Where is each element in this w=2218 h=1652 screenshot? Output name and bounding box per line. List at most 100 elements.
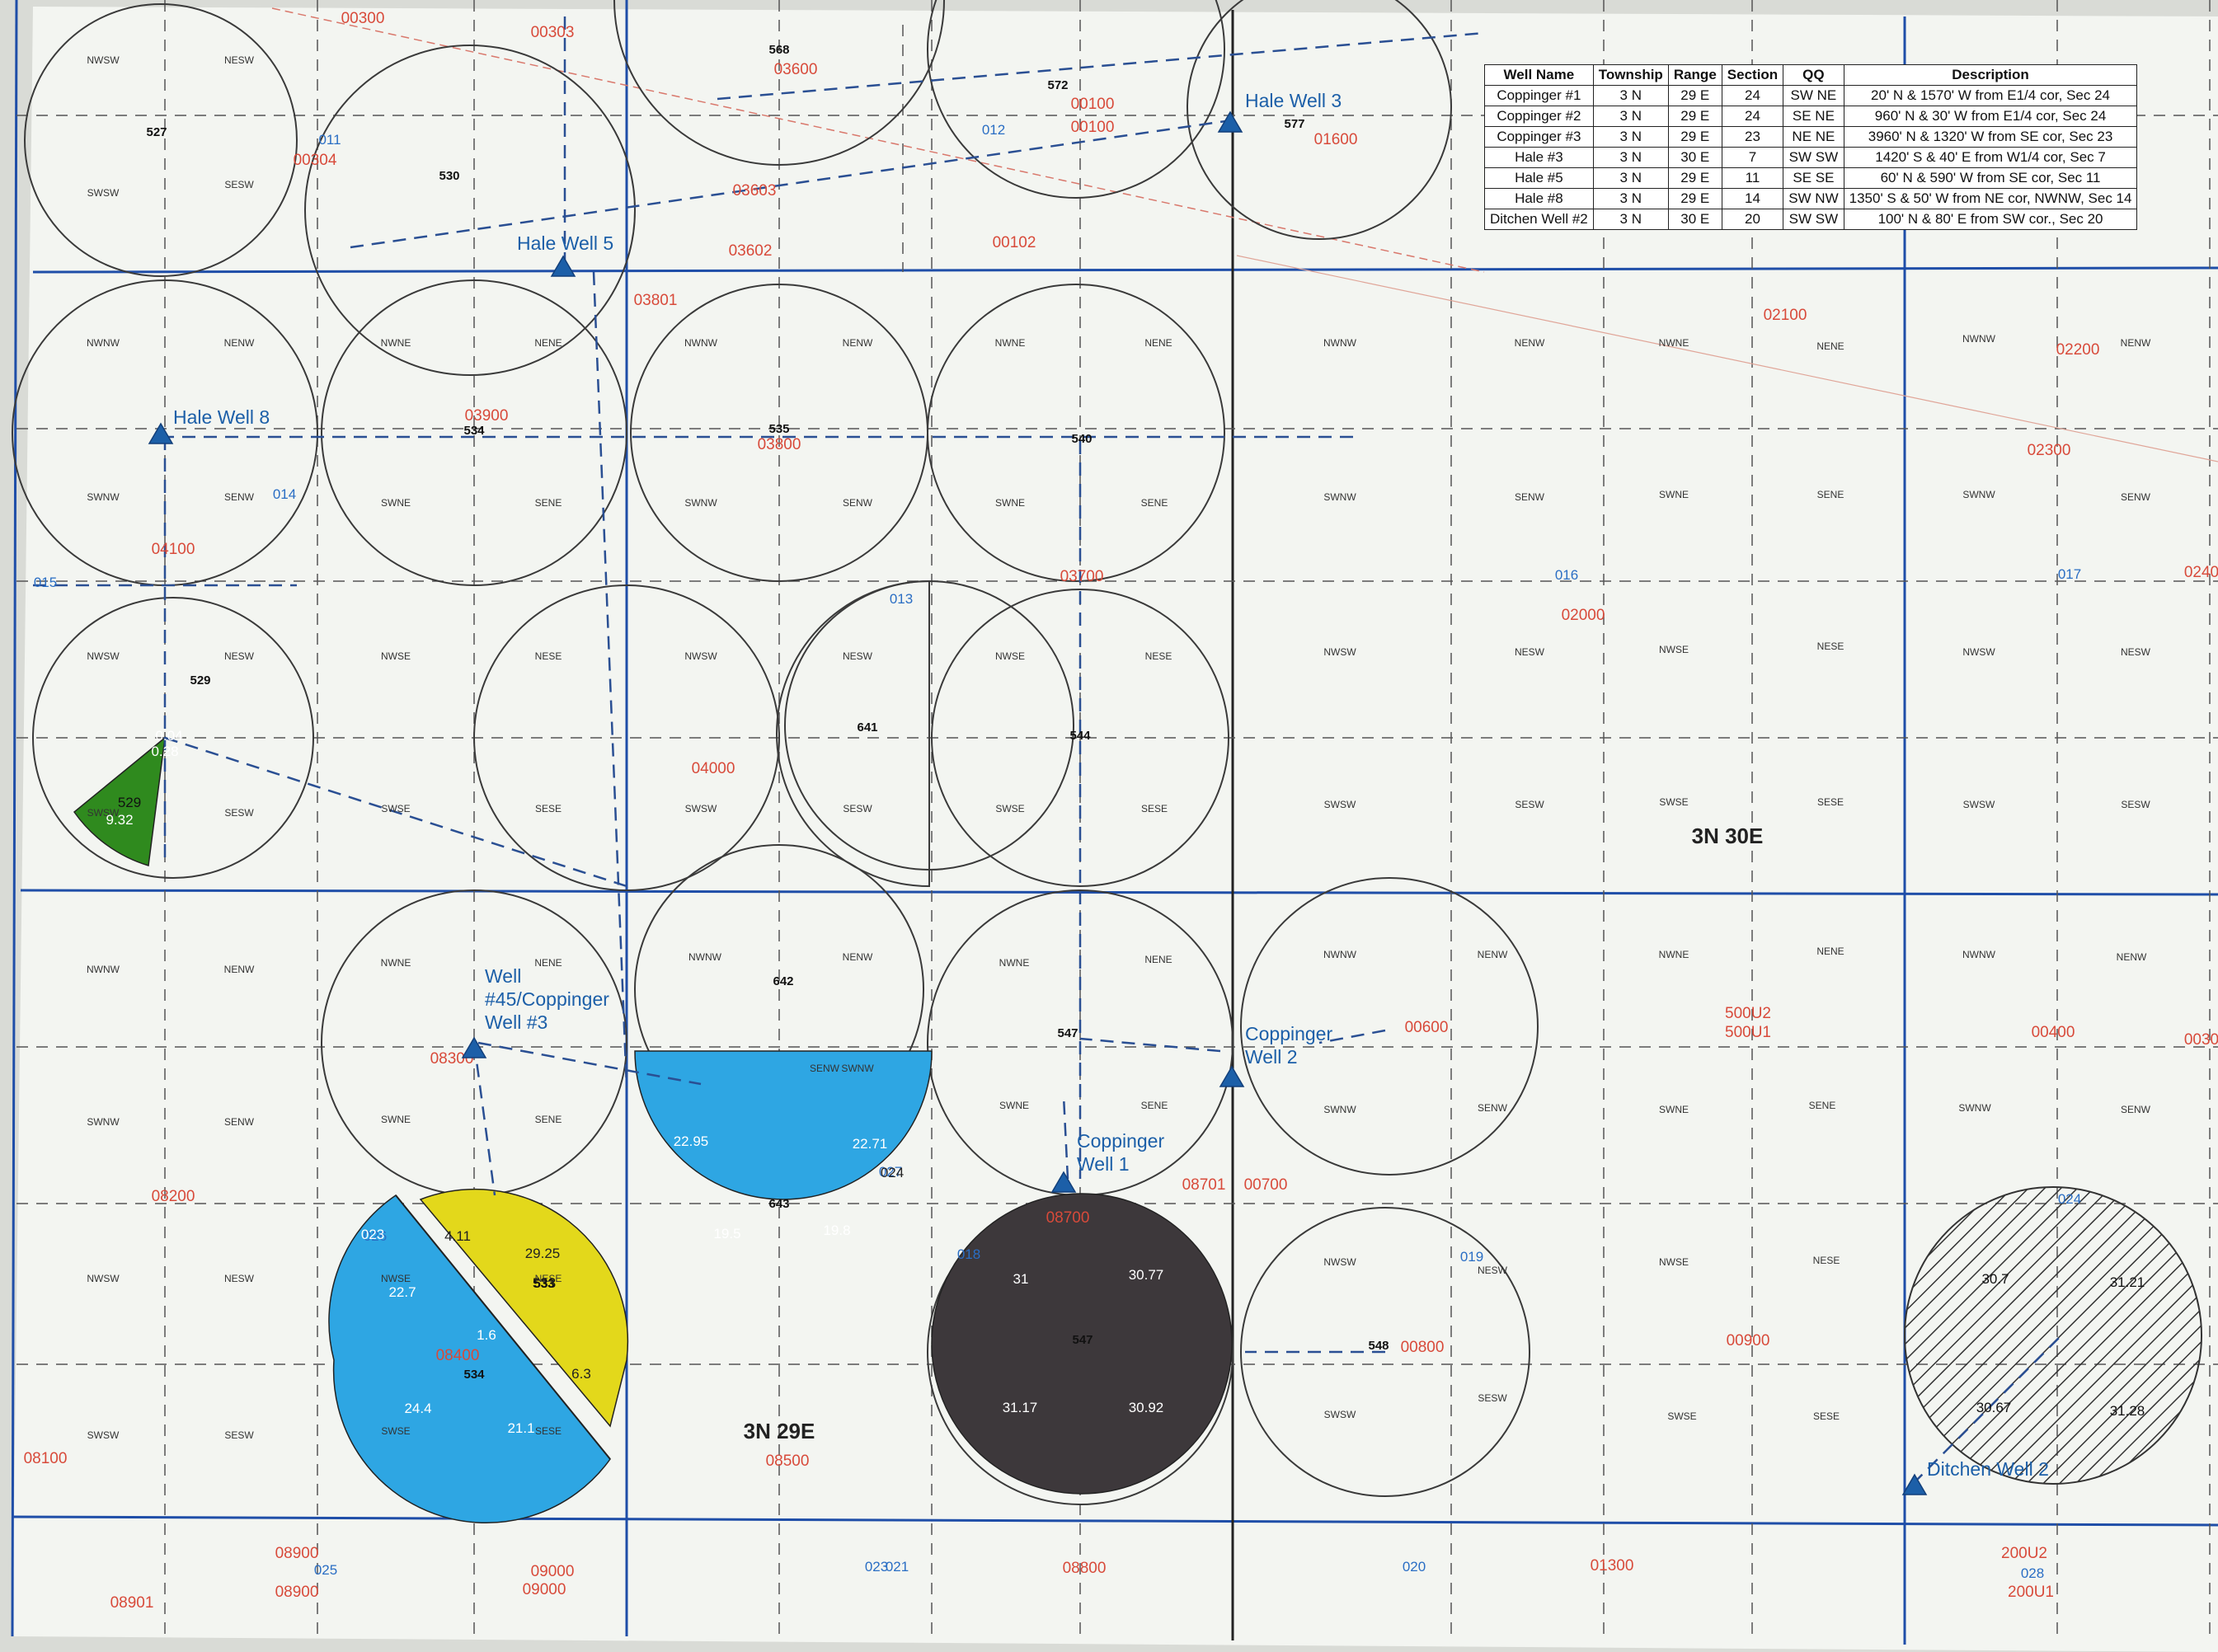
qq-label: NESW [224, 650, 255, 662]
well-table-row: Hale #5 3 N 29 E 11 SE SE 60' N & 590' W from… [1484, 167, 2138, 189]
well-table-cell: SE NE [1783, 106, 1844, 127]
qq-label: NENW [224, 964, 255, 975]
qq-label: NWSW [1323, 646, 1356, 658]
qq-label: SESW [843, 803, 872, 814]
parcel-id: 03801 [634, 292, 678, 309]
well-table-cell: Hale #5 [1484, 167, 1594, 189]
qq-label: NESW [224, 1273, 255, 1284]
well-table-cell: 1420' S & 40' E from W1/4 cor, Sec 7 [1843, 147, 2138, 168]
acreage-label: 533 [533, 1275, 556, 1291]
qq-label: SWSW [87, 1429, 120, 1441]
qq-label: NWNE [381, 337, 411, 349]
pivot-circle [32, 597, 314, 879]
qq-label: SWSW [87, 187, 120, 199]
qq-label: NENW [224, 337, 255, 349]
qq-label: SESW [224, 1429, 254, 1441]
qq-label: NWNW [87, 337, 120, 349]
parcel-id: 0240 [2184, 564, 2218, 581]
hatched-pivot [1904, 1186, 2202, 1485]
lease-line [164, 736, 627, 888]
acreage-label: 31.28 [2110, 1403, 2145, 1419]
well-table-header-cell: Well Name [1484, 64, 1594, 86]
well-table-header-cell: QQ [1783, 64, 1844, 86]
qq-label: NESE [1817, 641, 1844, 652]
well-table-cell: 3 N [1592, 106, 1669, 127]
section-line-v [11, 0, 18, 1637]
parcel-id: 08300 [430, 1050, 474, 1068]
qq-label: NWSW [87, 650, 120, 662]
well-table-cell: 3960' N & 1320' W from SE cor, Sec 23 [1843, 126, 2138, 148]
lease-line [477, 1041, 702, 1086]
well-marker-hale3 [1217, 110, 1243, 133]
blue-segment [328, 1194, 611, 1524]
parcel-id: 08900 [275, 1545, 319, 1562]
well-table-cell: 24 [1721, 85, 1784, 106]
section-number: 572 [1047, 78, 1068, 92]
section-number: 527 [146, 125, 167, 139]
section-number: 534 [463, 424, 485, 438]
well-table-cell: SE SE [1783, 167, 1844, 189]
qq-label: SESE [1817, 796, 1844, 808]
pivot-circle [931, 589, 1229, 887]
well-table-cell: 100' N & 80' E from SW cor., Sec 20 [1843, 209, 2138, 230]
well-table-cell: 20 [1721, 209, 1784, 230]
qq-label: SWSE [995, 803, 1024, 814]
qq-label: SENW [810, 1063, 840, 1074]
qq-label: NWSW [1962, 646, 1995, 658]
well-label-well45-line: Well [485, 965, 521, 987]
parcel-id: 03800 [758, 436, 801, 453]
qq-label: SWSE [381, 1425, 410, 1437]
well-table-cell: 30 E [1667, 147, 1722, 168]
qq-label: SENE [535, 1114, 562, 1125]
parcel-id: 200U2 [2001, 1545, 2047, 1562]
qq-label: SWNW [684, 497, 717, 509]
parcel-id: 00303 [531, 24, 575, 41]
section-number: 547 [1072, 1333, 1093, 1347]
qq-label: NENW [1515, 337, 1545, 349]
well-table-cell: SW SW [1783, 147, 1844, 168]
qq-label: SENE [1141, 1100, 1168, 1111]
qq-label: SESE [535, 1425, 562, 1437]
qq-label: NWSE [381, 1273, 411, 1284]
well-table-cell: Hale #3 [1484, 147, 1594, 168]
qq-label: NWSW [87, 1273, 120, 1284]
parcel-boundary [1236, 255, 2218, 462]
acreage-label: 0.04 [155, 728, 182, 744]
qq-label: SWNW [841, 1063, 874, 1074]
well-table-cell: Coppinger #2 [1484, 106, 1594, 127]
qq-label: NWNE [1659, 337, 1689, 349]
parcel-id: 00600 [1405, 1019, 1449, 1036]
well-table-cell: 29 E [1667, 106, 1722, 127]
qq-label: NWSW [684, 650, 717, 662]
well-table-row: Hale #3 3 N 30 E 7 SW SW 1420' S & 40' E from… [1484, 147, 2138, 168]
qq-label: SENE [1817, 489, 1844, 500]
well-marker-copp2 [1219, 1065, 1245, 1087]
grid [11, 0, 2218, 1645]
section-number: 535 [768, 422, 789, 436]
section-number: 547 [1057, 1026, 1078, 1040]
acreage-label: 30.67 [1976, 1400, 2012, 1415]
well-label-well45-line: Well #3 [485, 1011, 547, 1033]
well-table-header: Well Name Township Range Section QQ Descripti… [1484, 64, 2138, 86]
parcel-id: 01600 [1314, 131, 1358, 148]
well-marker-ditchen2 [1901, 1473, 1928, 1495]
parcel-id: 08701 [1182, 1176, 1226, 1194]
wells: Hale Well 3 Hale Well 5 Hale Well 8 Well#45… [148, 90, 2049, 1495]
acreage-label: 22.71 [853, 1136, 888, 1152]
qq-label: NENW [843, 951, 873, 963]
pivot-circle [473, 584, 780, 891]
field-id: 021 [886, 1559, 909, 1575]
well-marker-copp1 [1050, 1171, 1077, 1193]
parcel-id: 00100 [1071, 119, 1115, 136]
parcel-id: 500U2 [1725, 1005, 1771, 1022]
qq-label: SESE [1141, 803, 1168, 814]
qq-label: SWNW [1323, 491, 1356, 503]
well-table-cell: 3 N [1592, 188, 1669, 209]
parcel-id: 08500 [766, 1453, 810, 1470]
pivot-circle [776, 580, 930, 888]
qq-label: NWSE [1659, 644, 1689, 655]
yellow-segment [419, 1188, 629, 1428]
qq-label: NESW [2121, 646, 2151, 658]
field-id: 027 [879, 1164, 902, 1180]
field-id: 020 [1403, 1559, 1426, 1575]
